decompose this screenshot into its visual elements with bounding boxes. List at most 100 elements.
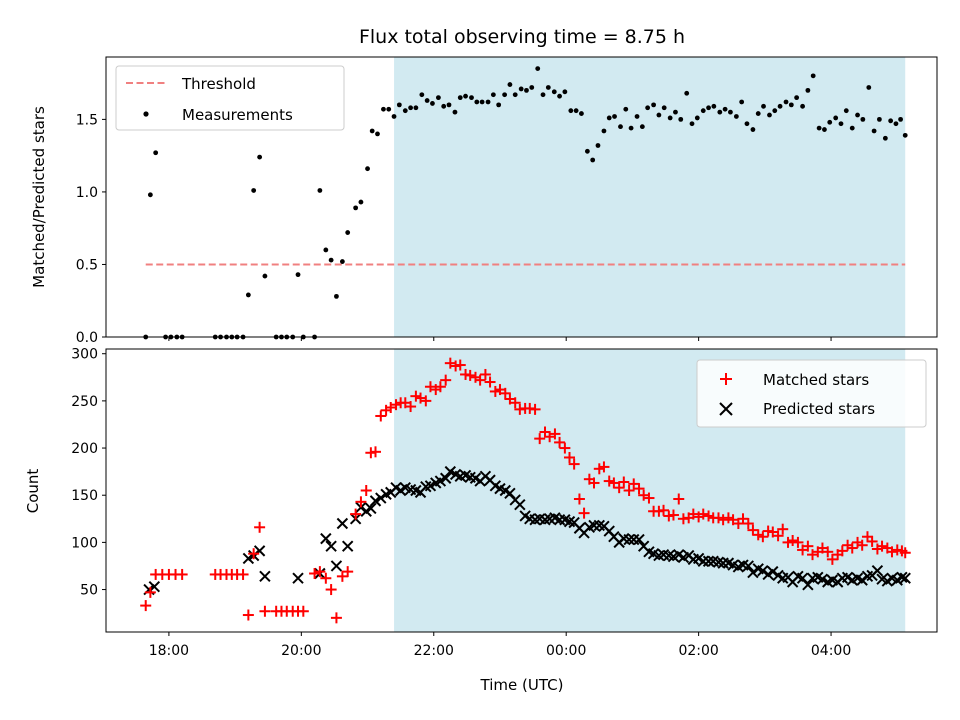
count-x-ticks: 18:00 20:00 22:00 00:00 02:00 04:00 xyxy=(149,632,851,659)
predicted-star-marker xyxy=(375,492,387,504)
measurement-point xyxy=(618,124,623,130)
measurement-point xyxy=(767,112,772,118)
count-panel: 50 100 150 200 250 300 18:00 20:00 22:00 00:00 02… xyxy=(24,347,938,694)
matched-star-marker xyxy=(242,609,254,621)
count-y-tick-label: 150 xyxy=(71,488,98,504)
matched-star-marker xyxy=(140,600,152,612)
measurement-point xyxy=(485,99,491,105)
chart-title: Flux total observing time = 8.75 h xyxy=(359,26,685,48)
measurement-point xyxy=(794,95,800,101)
predicted-star-marker xyxy=(259,570,271,583)
matched-star-marker xyxy=(434,381,446,393)
observing-window-shade xyxy=(394,57,906,337)
measurement-point xyxy=(328,257,334,263)
matched-star-marker xyxy=(554,436,566,448)
matched-star-marker xyxy=(474,374,486,386)
matched-star-marker xyxy=(826,553,838,565)
measurement-point xyxy=(882,135,888,141)
predicted-star-marker xyxy=(899,572,911,584)
measurement-point xyxy=(689,121,695,127)
legend-measurements-label: Measurements xyxy=(182,106,293,124)
measurement-point xyxy=(678,116,684,122)
measurement-point xyxy=(353,205,359,211)
measurement-point xyxy=(661,105,667,111)
measurement-point xyxy=(777,103,783,109)
measurement-point xyxy=(722,106,728,112)
matched-star-marker xyxy=(355,496,367,508)
predicted-star-marker xyxy=(365,502,377,515)
predicted-star-marker xyxy=(341,540,354,552)
predicted-star-marker xyxy=(742,560,754,572)
matched-star-marker xyxy=(757,531,769,543)
measurement-point xyxy=(639,124,645,130)
matched-star-marker xyxy=(464,369,476,381)
measurement-point xyxy=(424,98,430,103)
measurement-point xyxy=(733,114,739,119)
matched-star-marker xyxy=(742,518,754,530)
matched-star-marker xyxy=(588,477,600,489)
measurement-point xyxy=(262,273,268,279)
measurement-point xyxy=(645,105,651,111)
measurement-point xyxy=(518,86,524,92)
measurement-point xyxy=(805,87,811,93)
ratio-legend-box xyxy=(115,65,345,131)
matched-star-marker xyxy=(697,508,709,520)
matched-star-marker xyxy=(717,514,729,526)
measurement-point xyxy=(694,115,700,121)
measurement-point xyxy=(402,108,408,114)
matched-star-marker xyxy=(822,546,834,558)
matched-star-marker xyxy=(405,401,417,413)
matched-star-marker xyxy=(484,376,496,388)
matched-star-marker xyxy=(336,570,348,582)
measurement-point xyxy=(788,102,794,108)
matched-star-marker xyxy=(320,572,332,584)
measurement-point xyxy=(876,116,882,122)
matched-star-marker xyxy=(237,568,249,580)
measurement-point xyxy=(463,93,468,99)
matched-star-marker xyxy=(608,477,620,489)
measurement-point xyxy=(386,106,392,112)
matched-star-marker xyxy=(658,504,670,516)
measurement-point xyxy=(744,121,750,127)
matched-star-marker xyxy=(254,521,266,533)
predicted-star-marker xyxy=(633,533,645,546)
measurement-point xyxy=(323,247,329,253)
matched-star-marker xyxy=(623,485,635,496)
matched-star-marker xyxy=(876,540,888,552)
measurement-point xyxy=(507,82,513,87)
predicted-star-marker xyxy=(871,564,884,577)
measurement-point xyxy=(436,95,441,101)
predicted-star-marker xyxy=(325,540,337,552)
measurement-point xyxy=(345,230,351,235)
matched-star-marker xyxy=(846,542,858,554)
measurement-point xyxy=(557,93,562,99)
count-y-tick-label: 50 xyxy=(80,583,98,599)
matched-star-marker xyxy=(360,485,372,496)
matched-star-marker xyxy=(628,478,640,490)
predicted-star-marker xyxy=(747,566,759,579)
matched-star-marker xyxy=(578,507,590,519)
count-y-axis-label: Count xyxy=(24,469,42,514)
legend-measurements-swatch xyxy=(143,111,149,117)
ratio-y-tick-label: 1.0 xyxy=(76,185,98,201)
measurement-point xyxy=(810,73,816,79)
measurement-point xyxy=(761,103,766,109)
measurement-point xyxy=(855,112,860,118)
count-legend: Matched stars Predicted stars xyxy=(696,359,927,428)
measurement-point xyxy=(800,103,805,109)
matched-star-marker xyxy=(564,451,576,463)
matched-star-marker xyxy=(479,368,491,380)
ratio-axes-frame xyxy=(105,56,938,338)
matched-star-marker xyxy=(573,493,585,505)
ratio-y-ticks: 0.0 0.5 1.0 1.5 xyxy=(76,112,106,346)
matched-star-marker xyxy=(534,433,546,445)
count-x-tick-label: 00:00 xyxy=(546,643,586,659)
predicted-star-marker xyxy=(336,517,349,530)
matched-star-marker xyxy=(667,509,679,521)
measurement-point xyxy=(529,85,535,90)
matched-star-marker xyxy=(568,458,580,470)
matched-star-marker xyxy=(772,530,784,542)
measurement-point xyxy=(295,272,301,278)
measurement-point xyxy=(584,148,590,154)
measurement-point xyxy=(391,114,397,119)
